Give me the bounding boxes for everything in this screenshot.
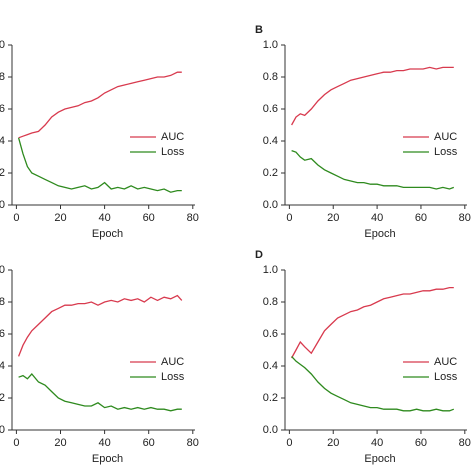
x-tick-label: 60	[415, 212, 427, 224]
y-tick-label: 0.6	[0, 328, 5, 340]
x-tick-label: 40	[98, 437, 110, 449]
x-tick-label: 40	[98, 212, 110, 224]
x-axis-label: Epoch	[92, 228, 123, 240]
y-tick-label: 0.4	[263, 360, 278, 372]
y-tick-label: 0.2	[0, 167, 5, 179]
x-tick-label: 20	[54, 437, 66, 449]
x-tick-label: 20	[54, 212, 66, 224]
x-tick-label: 80	[187, 212, 199, 224]
y-tick-label: 1.0	[263, 39, 278, 51]
line-series	[291, 286, 454, 359]
panel-label: D	[255, 249, 263, 261]
y-tick-label: 0.8	[263, 296, 278, 308]
line-series	[291, 355, 455, 412]
y-tick-label: 1.0	[263, 264, 278, 276]
y-tick-label: 1.0	[0, 39, 5, 51]
y-tick-label: 0.0	[263, 424, 278, 436]
y-tick-label: 0.0	[0, 424, 5, 436]
y-tick-label: 0.2	[263, 167, 278, 179]
x-tick-label: 80	[459, 212, 471, 224]
y-tick-label: 0.6	[0, 103, 5, 115]
y-tick-label: 0.0	[263, 199, 278, 211]
x-tick-label: 80	[187, 437, 199, 449]
y-tick-label: 0.4	[0, 360, 5, 372]
y-tick-label: 0.2	[0, 392, 5, 404]
legend-label: AUC	[434, 356, 457, 368]
x-tick-label: 0	[13, 212, 19, 224]
x-tick-label: 80	[459, 437, 471, 449]
x-axis-label: Epoch	[364, 453, 395, 465]
legend-label: AUC	[161, 356, 184, 368]
legend-label: AUC	[434, 131, 457, 143]
y-tick-label: 0.6	[263, 328, 278, 340]
x-tick-label: 0	[13, 437, 19, 449]
x-tick-label: 60	[143, 437, 155, 449]
legend-label: AUC	[161, 131, 184, 143]
y-tick-label: 0.8	[0, 296, 5, 308]
legend-label: Loss	[434, 371, 458, 383]
line-series	[18, 71, 182, 139]
line-series	[18, 373, 182, 412]
y-tick-label: 0.4	[0, 135, 5, 147]
legend-label: Loss	[161, 371, 185, 383]
y-tick-label: 1.0	[0, 264, 5, 276]
x-tick-label: 40	[371, 437, 383, 449]
x-tick-label: 0	[286, 437, 292, 449]
line-series	[291, 66, 454, 126]
legend-label: Loss	[434, 146, 458, 158]
y-tick-label: 0.8	[263, 71, 278, 83]
x-tick-label: 40	[371, 212, 383, 224]
line-series	[17, 294, 183, 357]
y-tick-label: 0.4	[263, 135, 278, 147]
y-tick-label: 0.2	[263, 392, 278, 404]
x-tick-label: 60	[415, 437, 427, 449]
line-series	[17, 137, 182, 193]
y-tick-label: 0.8	[0, 71, 5, 83]
x-tick-label: 60	[143, 212, 155, 224]
legend-label: Loss	[161, 146, 185, 158]
x-tick-label: 0	[286, 212, 292, 224]
x-tick-label: 20	[327, 212, 339, 224]
x-tick-label: 20	[327, 437, 339, 449]
panel-label: B	[255, 24, 263, 36]
line-series	[291, 149, 455, 190]
y-tick-label: 0.0	[0, 199, 5, 211]
x-axis-label: Epoch	[364, 228, 395, 240]
x-axis-label: Epoch	[92, 453, 123, 465]
y-tick-label: 0.6	[263, 103, 278, 115]
